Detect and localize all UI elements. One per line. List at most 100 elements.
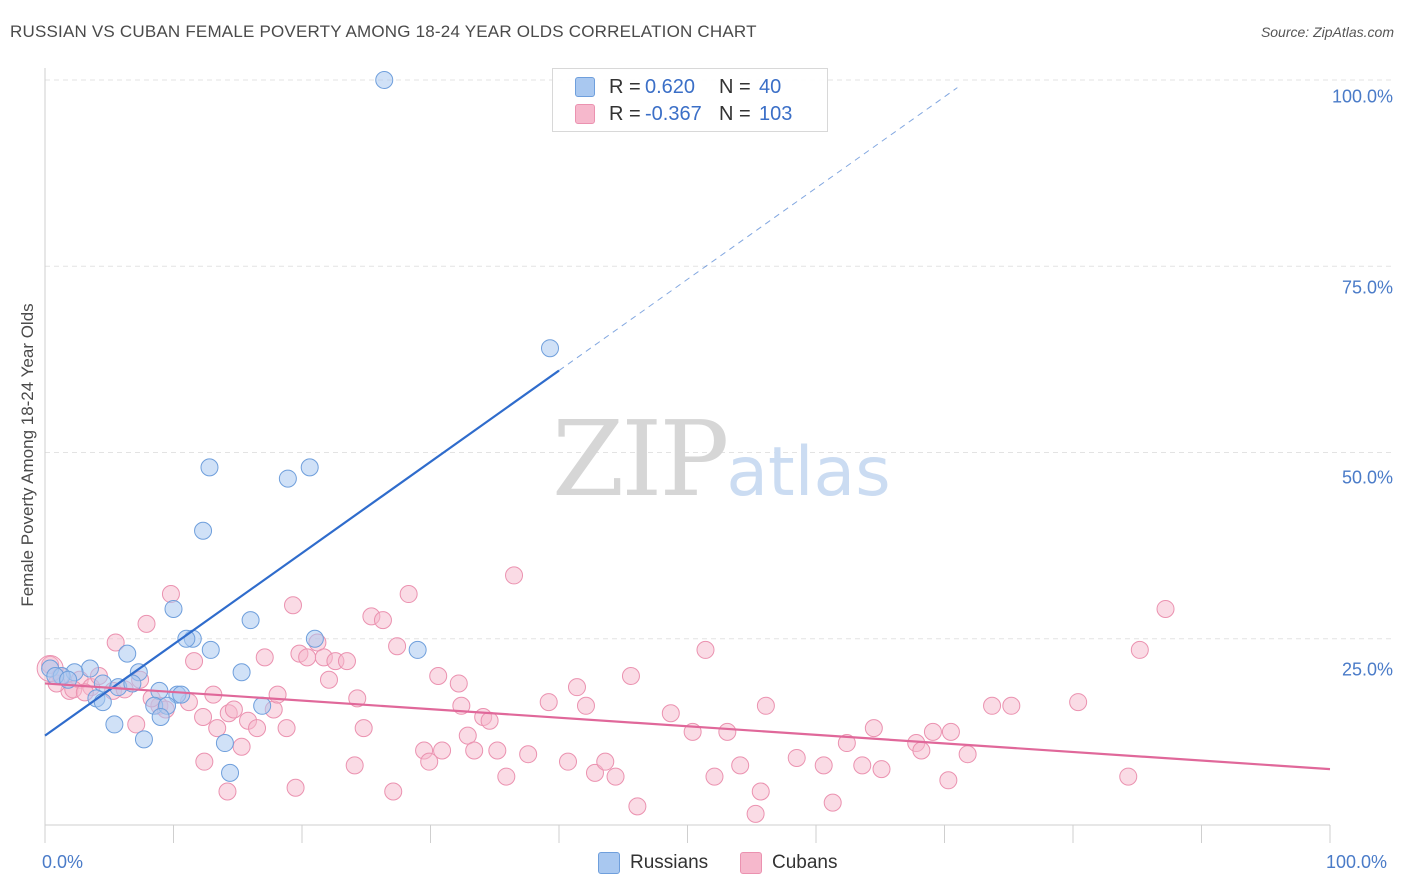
cuban-point [319, 670, 338, 689]
russians-swatch [575, 77, 595, 97]
cuban-point [705, 767, 724, 786]
watermark-zip: ZIP [552, 398, 729, 520]
cubans-legend-label: Cubans [772, 852, 838, 873]
cuban-point [696, 640, 715, 659]
watermark-atlas: atlas [726, 433, 891, 512]
cuban-point [939, 771, 958, 790]
grid-lines [45, 79, 1395, 640]
legend-item-russians: Russians [598, 852, 708, 874]
cuban-point [345, 756, 364, 775]
cuban-point [731, 756, 750, 775]
cuban-point [161, 585, 180, 604]
russian-point [105, 715, 124, 734]
cuban-point [458, 726, 477, 745]
cuban-point [983, 696, 1002, 715]
cuban-point [497, 767, 516, 786]
cuban-point [539, 693, 558, 712]
russian-point [80, 659, 99, 678]
cuban-point [218, 782, 237, 801]
cubans-legend-swatch [740, 852, 762, 874]
russian-point [300, 458, 319, 477]
russians-series [41, 71, 560, 782]
russian-point [164, 599, 183, 618]
cuban-point [195, 752, 214, 771]
cuban-point [399, 585, 418, 604]
legend-n-value: 40 [759, 75, 782, 98]
russian-point [278, 469, 297, 488]
cuban-point [853, 756, 872, 775]
cuban-point [480, 711, 499, 730]
cuban-point [596, 752, 615, 771]
cuban-point [373, 611, 392, 630]
cuban-point [923, 722, 942, 741]
cuban-point [787, 748, 806, 767]
cuban-point [106, 633, 125, 652]
watermark: ZIPatlas [552, 398, 891, 520]
cuban-point [488, 741, 507, 760]
legend-row-cubans: R = -0.367 N = 103 [575, 101, 792, 127]
cuban-point [519, 745, 538, 764]
russian-point [118, 644, 137, 663]
y-tick-label: 50.0% [1341, 467, 1393, 488]
legend-r-label: R = [609, 75, 641, 98]
cuban-point [348, 689, 367, 708]
cuban-point [286, 778, 305, 797]
russian-point [305, 629, 324, 648]
cuban-point [194, 707, 213, 726]
russian-point [194, 521, 213, 540]
cuban-point [255, 648, 274, 667]
y-tick-label: 75.0% [1341, 277, 1393, 298]
cuban-point [277, 719, 296, 738]
cuban-point [505, 566, 524, 585]
cuban-point [837, 734, 856, 753]
cuban-point [429, 667, 448, 685]
cuban-point [621, 667, 640, 685]
russian-point [232, 663, 251, 682]
cuban-point [224, 700, 243, 719]
russian-point [408, 640, 427, 659]
cuban-point [388, 637, 407, 656]
x-tick-label: 0.0% [42, 852, 84, 872]
chart-title: RUSSIAN VS CUBAN FEMALE POVERTY AMONG 18… [10, 22, 757, 41]
cuban-point [958, 745, 977, 764]
cubans-swatch [575, 104, 595, 124]
legend-r-value: -0.367 [645, 102, 702, 125]
cuban-point [661, 704, 680, 723]
trend-lines [44, 87, 1331, 771]
legend-item-cubans: Cubans [740, 852, 838, 874]
y-tick-label: 25.0% [1341, 659, 1393, 680]
cuban-point [567, 678, 586, 697]
russian-point [253, 696, 272, 715]
russian-point [221, 763, 240, 782]
cuban-point [864, 719, 883, 738]
russian-point [151, 707, 170, 726]
cuban-point [127, 715, 146, 734]
cuban-point [756, 696, 775, 715]
cuban-point [576, 696, 595, 715]
russian-point [134, 730, 153, 749]
russian-point [375, 71, 394, 89]
cuban-point [137, 614, 156, 633]
cubans-series [36, 566, 1175, 823]
cuban-point [746, 804, 765, 823]
cuban-point [628, 797, 647, 816]
cubans-trend-line [44, 682, 1331, 771]
cuban-point [751, 782, 770, 801]
cuban-point [718, 722, 737, 741]
cuban-point [941, 722, 960, 741]
cuban-point [420, 752, 439, 771]
cuban-point [585, 763, 604, 782]
cuban-point [185, 652, 204, 671]
cuban-point [433, 741, 452, 760]
russians-trend-line [44, 369, 560, 737]
cuban-point [208, 719, 227, 738]
russian-point [241, 611, 260, 630]
axes [44, 68, 1331, 843]
cuban-point [449, 674, 468, 693]
cuban-point [298, 648, 317, 667]
russian-point [200, 458, 219, 477]
cuban-point [465, 741, 484, 760]
y-tick-label: 100.0% [1331, 86, 1393, 107]
cuban-point [823, 793, 842, 812]
